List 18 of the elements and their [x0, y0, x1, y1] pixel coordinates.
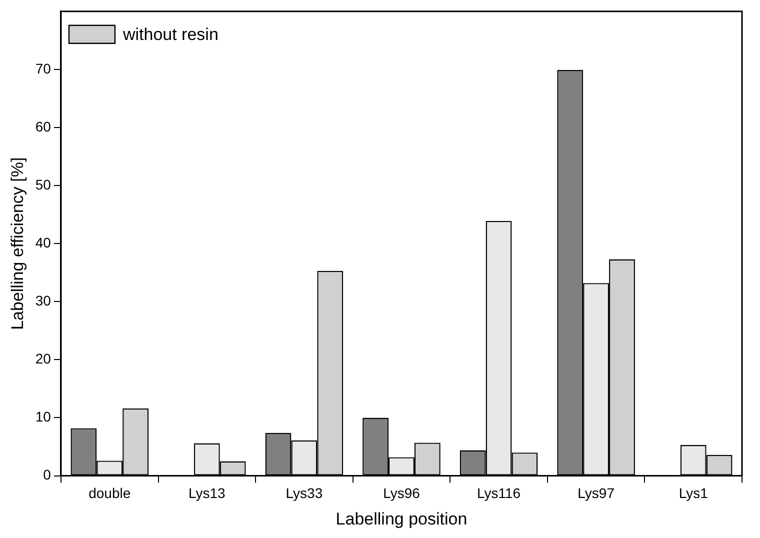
x-tick-label: Lys97 [578, 485, 615, 502]
x-axis-title: Labelling position [336, 509, 468, 528]
x-tick-label: Lys13 [188, 485, 226, 502]
y-tick-label: 0 [43, 466, 52, 483]
x-tick-label: Lys116 [476, 485, 521, 502]
x-tick-label: double [88, 485, 131, 502]
y-tick-label: 40 [35, 234, 52, 250]
y-tick-label: 60 [35, 118, 52, 134]
x-tick-label: Lys1 [678, 485, 708, 502]
x-tick-label: Lys33 [286, 485, 323, 502]
y-tick-label: 50 [35, 176, 52, 192]
y-tick-label: 70 [35, 60, 52, 76]
legend-label: without resin [122, 25, 218, 44]
x-tick-label: Lys96 [383, 485, 420, 502]
y-tick-label: 10 [35, 408, 52, 425]
y-tick-label: 30 [35, 292, 52, 309]
y-tick-label: 20 [35, 350, 52, 367]
y-axis-title: Labelling efficiency [%] [8, 157, 27, 330]
